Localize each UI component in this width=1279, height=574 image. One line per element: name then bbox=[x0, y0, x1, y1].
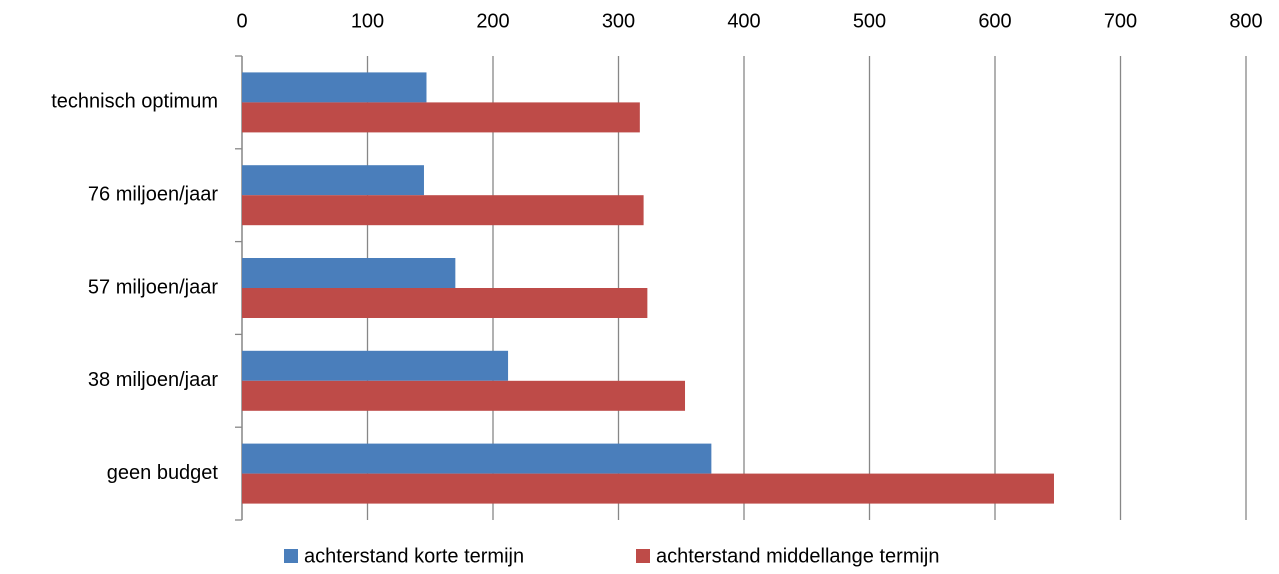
bar bbox=[242, 380, 686, 411]
x-tick-label: 100 bbox=[351, 10, 384, 32]
x-tick-label: 700 bbox=[1104, 10, 1137, 32]
bar bbox=[242, 443, 712, 474]
y-tick-label: 38 miljoen/jaar bbox=[88, 369, 218, 391]
y-tick-label: technisch optimum bbox=[51, 91, 218, 113]
bar bbox=[242, 195, 644, 226]
bar bbox=[242, 350, 509, 381]
y-tick-label: geen budget bbox=[107, 462, 219, 484]
legend-swatch bbox=[284, 549, 298, 563]
bar bbox=[242, 165, 424, 196]
x-tick-label: 300 bbox=[602, 10, 635, 32]
legend-label: achterstand middellange termijn bbox=[656, 545, 940, 567]
bar bbox=[242, 258, 456, 288]
x-tick-label: 500 bbox=[853, 10, 886, 32]
bar bbox=[242, 72, 427, 103]
y-tick-label: 76 miljoen/jaar bbox=[88, 183, 218, 205]
legend-swatch bbox=[636, 549, 650, 563]
x-tick-label: 600 bbox=[978, 10, 1011, 32]
y-tick-label: 57 miljoen/jaar bbox=[88, 276, 218, 298]
x-tick-label: 200 bbox=[476, 10, 509, 32]
x-tick-label: 0 bbox=[236, 10, 247, 32]
x-tick-label: 400 bbox=[727, 10, 760, 32]
bar bbox=[242, 102, 640, 133]
bar bbox=[242, 288, 648, 318]
x-tick-label: 800 bbox=[1229, 10, 1262, 32]
bar bbox=[242, 473, 1054, 504]
legend-label: achterstand korte termijn bbox=[304, 545, 524, 567]
